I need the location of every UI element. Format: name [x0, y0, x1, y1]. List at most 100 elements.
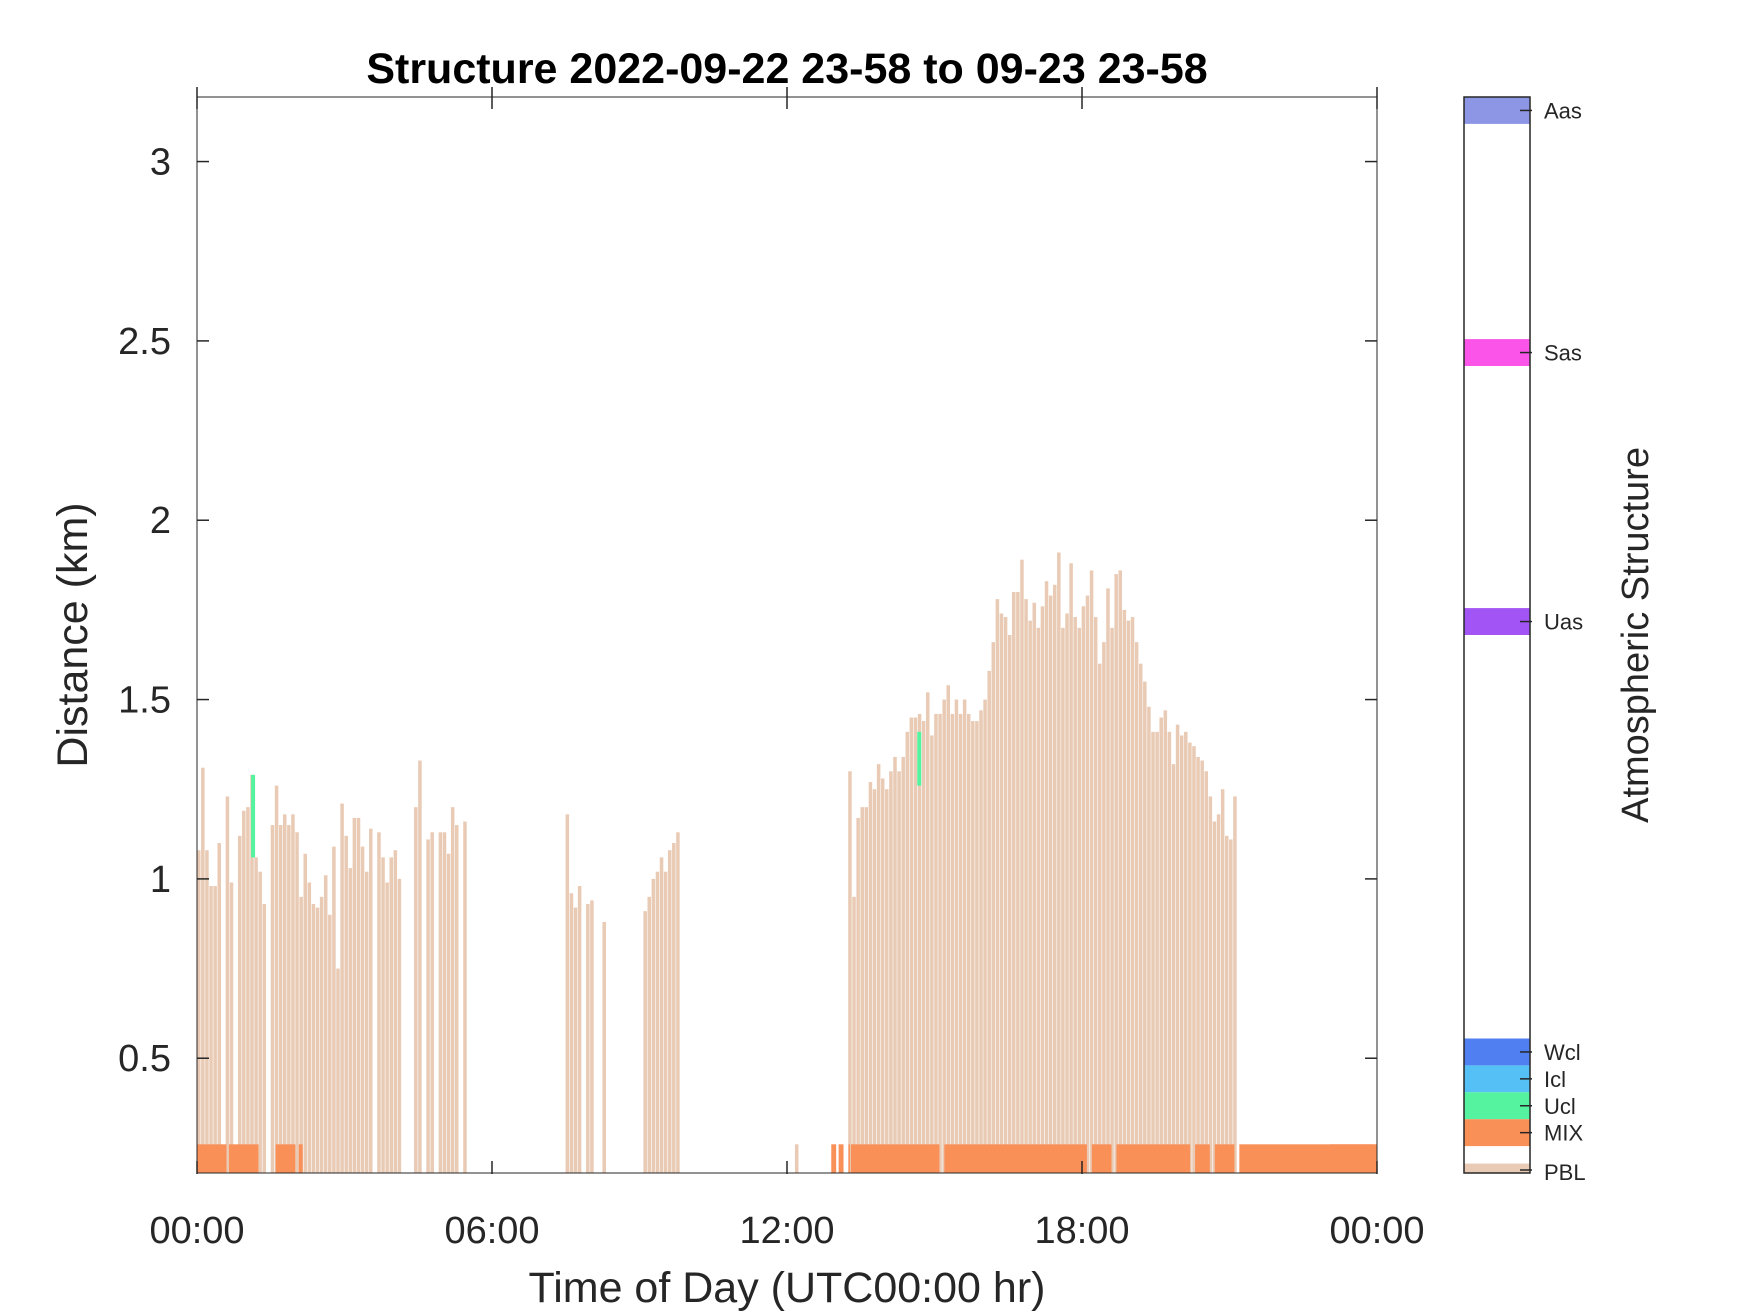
colorbar-swatch — [1464, 1163, 1530, 1173]
pbl-bar — [1151, 731, 1155, 1173]
pbl-bar — [455, 825, 459, 1173]
colorbar-tick-label: Uas — [1544, 610, 1583, 635]
pbl-bar — [934, 713, 938, 1173]
pbl-bar — [1220, 789, 1225, 1173]
pbl-bar — [1089, 570, 1094, 1173]
pbl-bar — [1114, 574, 1118, 1173]
pbl-bar — [893, 756, 897, 1173]
pbl-bar — [1106, 588, 1110, 1173]
pbl-bar — [274, 785, 279, 1173]
colorbar-tick-label: Sas — [1544, 341, 1582, 366]
pbl-bar — [1020, 559, 1024, 1173]
axis-ticks: 0.5 1 1.5 2 2.5 3 00:00 06:00 12:00 18:00 00:00 — [118, 87, 1425, 1252]
pbl-bar — [446, 853, 451, 1173]
pbl-bar — [328, 914, 332, 1173]
pbl-bar — [1229, 839, 1233, 1173]
pbl-bar — [1208, 796, 1213, 1173]
pbl-bar — [1044, 581, 1049, 1173]
pbl-bar — [938, 713, 942, 1173]
plot-frame — [196, 96, 1378, 1174]
pbl-bar — [442, 832, 447, 1173]
colorbar-swatch — [1464, 608, 1530, 635]
y-tick-label: 0.5 — [118, 1038, 171, 1080]
pbl-bar — [676, 832, 680, 1173]
pbl-bar — [1159, 717, 1163, 1173]
pbl-bar — [336, 968, 340, 1173]
pbl-bar — [1073, 617, 1077, 1173]
pbl-bar — [966, 713, 971, 1173]
pbl-bar — [1098, 663, 1102, 1173]
pbl-bar — [1204, 771, 1209, 1173]
pbl-bar — [1196, 756, 1200, 1173]
mix-bar — [831, 1144, 837, 1173]
pbl-bar — [1122, 609, 1127, 1173]
pbl-bar — [848, 771, 852, 1173]
colorbar-swatch — [1464, 97, 1530, 124]
pbl-bar — [209, 886, 213, 1173]
pbl-bar — [971, 721, 975, 1173]
x-axis-label: Time of Day (UTC00:00 hr) — [529, 1264, 1046, 1312]
pbl-bar — [393, 850, 398, 1173]
pbl-bar — [1040, 606, 1045, 1173]
pbl-bar — [1171, 764, 1176, 1173]
pbl-bar — [1024, 599, 1028, 1173]
pbl-bar — [1167, 731, 1172, 1173]
x-tick-label: 00:00 — [1329, 1210, 1424, 1252]
x-tick-label: 12:00 — [739, 1210, 834, 1252]
colorbar-tick-label: PBL — [1544, 1160, 1586, 1185]
pbl-bar — [311, 904, 316, 1173]
pbl-bar — [942, 699, 946, 1173]
pbl-bar — [962, 699, 967, 1173]
pbl-bar — [590, 900, 594, 1173]
pbl-bar — [868, 782, 873, 1173]
pbl-bar — [905, 731, 910, 1173]
pbl-bar — [991, 642, 996, 1173]
ucl-bar — [251, 774, 256, 858]
pbl-bar — [1102, 642, 1106, 1173]
pbl-bar — [430, 832, 434, 1173]
pbl-bar — [381, 857, 385, 1173]
colorbar-frame — [1463, 96, 1531, 1174]
pbl-bar — [1081, 606, 1086, 1173]
pbl-bar — [229, 882, 234, 1173]
pbl-bar — [1003, 617, 1008, 1173]
pbl-bar — [397, 878, 402, 1173]
pbl-bar — [647, 896, 652, 1173]
pbl-bar — [602, 921, 606, 1173]
colorbar-tick-label: MIX — [1544, 1121, 1583, 1146]
pbl-bar — [958, 713, 963, 1173]
pbl-bar — [1138, 663, 1143, 1173]
pbl-bar — [242, 810, 246, 1173]
pbl-bar — [860, 807, 864, 1173]
pbl-bar — [197, 850, 201, 1173]
pbl-bar — [1085, 595, 1090, 1173]
pbl-bar — [794, 1144, 799, 1173]
pbl-bar — [667, 850, 672, 1173]
pbl-bar — [852, 896, 856, 1173]
pbl-bar — [643, 911, 647, 1173]
pbl-bar — [565, 814, 570, 1173]
pbl-bar — [295, 832, 299, 1173]
pbl-bar — [909, 717, 914, 1173]
pbl-bar — [283, 814, 287, 1173]
pbl-bar — [1065, 613, 1069, 1173]
pbl-bar — [1032, 602, 1036, 1173]
pbl-bar — [659, 857, 664, 1173]
mix-bar — [1330, 1144, 1377, 1173]
mix-bar — [1214, 1144, 1235, 1173]
pbl-bar — [450, 807, 455, 1173]
pbl-bar — [258, 871, 262, 1173]
mix-bar — [1091, 1144, 1112, 1173]
pbl-bar — [262, 904, 267, 1173]
pbl-bar — [577, 886, 582, 1173]
pbl-bar — [307, 882, 312, 1173]
pbl-bar — [1077, 627, 1082, 1173]
pbl-bar — [1052, 584, 1057, 1173]
pbl-bar — [323, 875, 328, 1173]
mix-bar — [197, 1144, 227, 1173]
pbl-bar — [340, 803, 344, 1173]
pbl-bar — [463, 821, 467, 1173]
y-tick-label: 3 — [150, 142, 171, 184]
